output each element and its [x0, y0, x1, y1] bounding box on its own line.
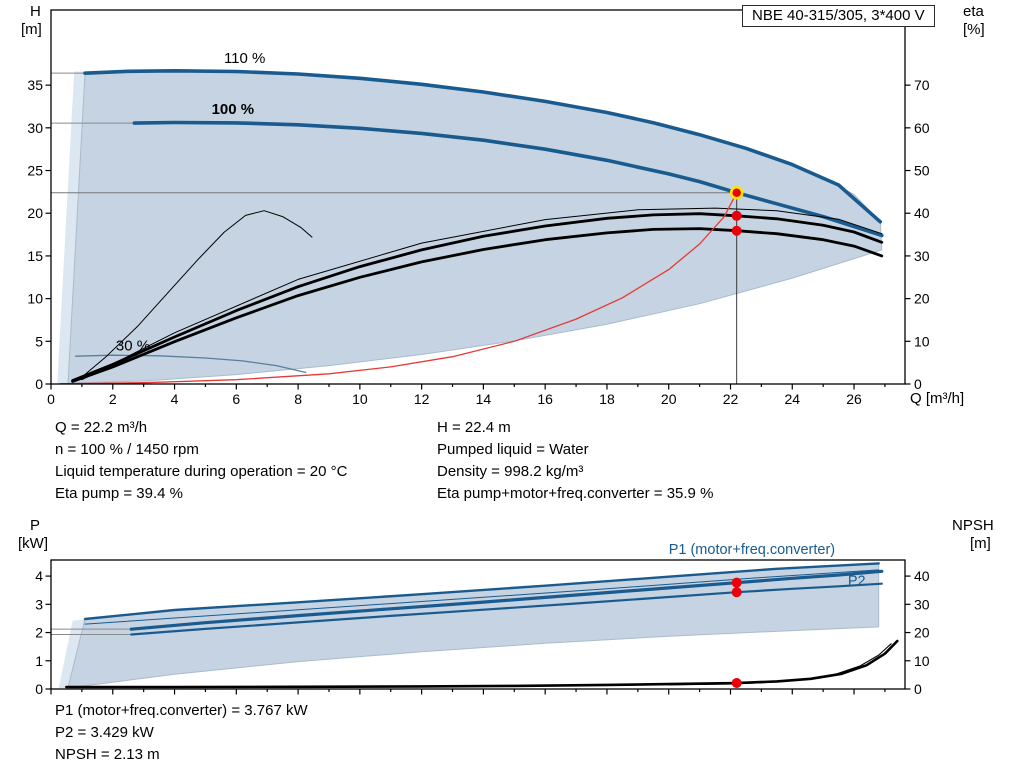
- duty-point[interactable]: [729, 185, 744, 200]
- tick-label: 40: [914, 205, 930, 221]
- tick-label: 2: [35, 625, 43, 641]
- hq-chart-canvas[interactable]: 0 2 4 6 8 10 12 14 16 18 20 22 24 2605101520253035010…: [0, 0, 1024, 412]
- tick-label: 8: [294, 391, 302, 407]
- qh-100: [132, 120, 884, 238]
- tick-label: 14: [476, 391, 492, 407]
- eta-axis-label: eta: [963, 3, 984, 20]
- info-line-eta-tot: Eta pump+motor+freq.converter = 35.9 %: [437, 485, 714, 502]
- tick-label: 0: [914, 376, 922, 392]
- tick-label: 0: [47, 391, 55, 407]
- power-summary: P1 (motor+freq.converter) = 3.767 kW P2 …: [55, 700, 308, 766]
- info-line-temp: Liquid temperature during operation = 20…: [55, 463, 348, 480]
- tick-label: 10: [352, 391, 368, 407]
- tick-label: 10: [914, 653, 930, 669]
- p1-110: [83, 562, 880, 621]
- h-axis-label: H: [30, 3, 41, 20]
- tick-label: 30: [27, 120, 43, 136]
- tick-label: 24: [784, 391, 800, 407]
- p1-point: [731, 577, 742, 588]
- tick-label: 20: [914, 291, 930, 307]
- tick-label: 5: [35, 333, 43, 349]
- tick-label: 16: [537, 391, 553, 407]
- q-axis-label: Q [m³/h]: [910, 390, 965, 407]
- eta-total-point: [731, 225, 742, 236]
- tick-label: 20: [661, 391, 677, 407]
- info-line-h: H = 22.4 m: [437, 419, 511, 436]
- npsh-axis-unit: [m]: [970, 535, 991, 552]
- eta-pump: [71, 212, 884, 383]
- p2-100: [130, 582, 883, 636]
- p2-point: [731, 587, 742, 598]
- eta-reduced-arc: [78, 210, 313, 381]
- tick-label: 6: [232, 391, 240, 407]
- npsh-point: [731, 677, 742, 688]
- p-axis-unit: [kW]: [18, 535, 48, 552]
- result-summary-left: Q = 22.2 m³/h n = 100 % / 1450 rpm Liqui…: [55, 417, 347, 505]
- tick-label: 0: [914, 681, 922, 697]
- pump-model-box: NBE 40-315/305, 3*400 V: [742, 5, 935, 27]
- p1-curve-label: P1 (motor+freq.converter): [669, 542, 835, 558]
- label-100: 100 %: [212, 101, 255, 118]
- tick-label: 10: [27, 291, 43, 307]
- info-line-density: Density = 998.2 kg/m³: [437, 463, 584, 480]
- power-npsh-chart: 0 1 2 3 4 0 10 20 30 40 P1 (motor+freq.converter) P…: [0, 515, 1024, 705]
- tick-label: 18: [599, 391, 615, 407]
- info-line-p1: P1 (motor+freq.converter) = 3.767 kW: [55, 702, 308, 719]
- p-thin: [84, 569, 880, 625]
- tick-label: 30: [914, 596, 930, 612]
- tick-label: 4: [35, 568, 43, 584]
- tick-label: 20: [914, 625, 930, 641]
- tick-label: 30: [914, 248, 930, 264]
- p2-curve-label: P2: [848, 574, 866, 590]
- plot-border: [50, 9, 906, 385]
- tick-label: 12: [414, 391, 430, 407]
- tick-label: 15: [27, 248, 43, 264]
- p-axis-label: P: [30, 517, 41, 534]
- tick-label: 20: [27, 205, 43, 221]
- hq-chart: 0 2 4 6 8 10 12 14 16 18 20 22 24 26 0 5 10 15 20 25 30 35 0 10…: [0, 0, 1024, 412]
- tick-label: 1: [35, 653, 43, 669]
- label-110: 110 %: [224, 50, 265, 67]
- tick-label: 60: [914, 120, 930, 136]
- info-line-liquid: Pumped liquid = Water: [437, 441, 589, 458]
- tick-label: 0: [35, 681, 43, 697]
- tick-label: 50: [914, 163, 930, 179]
- result-summary-right: H = 22.4 m Pumped liquid = Water Density…: [437, 417, 713, 505]
- tick-label: 2: [109, 391, 117, 407]
- p1-100: [129, 569, 884, 631]
- info-line-n: n = 100 % / 1450 rpm: [55, 441, 199, 458]
- tick-label: 4: [171, 391, 179, 407]
- tick-label: 22: [723, 391, 739, 407]
- info-line-npsh: NPSH = 2.13 m: [55, 746, 160, 763]
- eta-total: [71, 227, 884, 383]
- eta-pump-thin: [81, 207, 883, 381]
- npsh: [65, 639, 899, 689]
- eta-pump-point: [731, 210, 742, 221]
- tick-label: 35: [27, 77, 43, 93]
- tick-label: 3: [35, 596, 43, 612]
- tick-label: 10: [914, 333, 930, 349]
- npsh-axis-label: NPSH: [952, 517, 994, 534]
- plot-border: [50, 559, 906, 690]
- h-axis-unit: [m]: [21, 21, 42, 38]
- system-curve: [59, 192, 738, 385]
- info-line-eta: Eta pump = 39.4 %: [55, 485, 183, 502]
- tick-label: 40: [914, 568, 930, 584]
- npsh-thin: [668, 643, 892, 686]
- qh-110: [83, 69, 883, 224]
- info-line-p2: P2 = 3.429 kW: [55, 724, 154, 741]
- tick-label: 0: [35, 376, 43, 392]
- label-30: 30 %: [116, 338, 150, 355]
- tick-label: 26: [846, 391, 862, 407]
- tick-label: 25: [27, 163, 43, 179]
- eta-axis-unit: [%]: [963, 21, 985, 38]
- info-line-q: Q = 22.2 m³/h: [55, 419, 148, 436]
- tick-label: 70: [914, 77, 930, 93]
- qh-30: [75, 354, 307, 374]
